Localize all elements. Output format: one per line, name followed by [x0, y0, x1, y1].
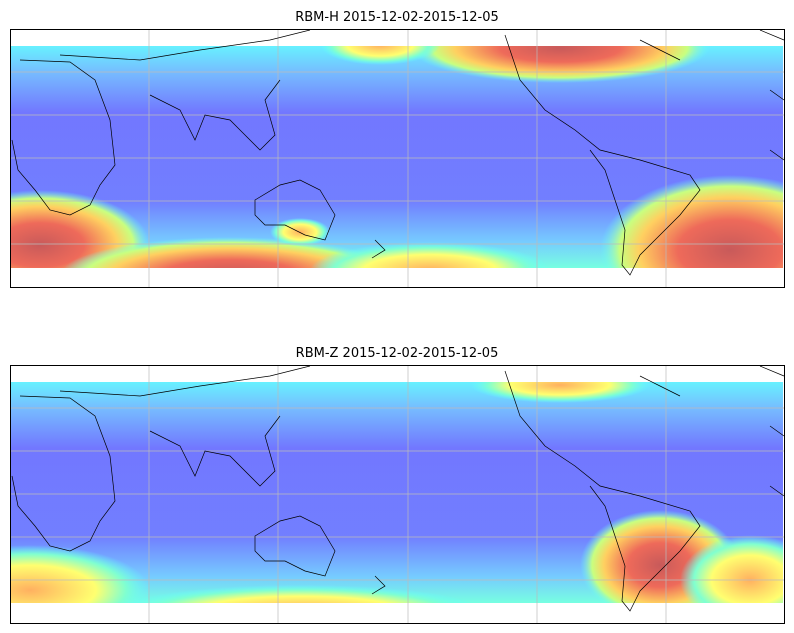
heat-field: [11, 382, 783, 603]
panel-frame: [10, 29, 785, 288]
panel-z: RBM-Z 2015-12-02-2015-12-05: [9, 346, 785, 624]
panel-title: RBM-H 2015-12-02-2015-12-05: [295, 10, 499, 25]
heat-field: [11, 46, 783, 268]
panel-h: RBM-H 2015-12-02-2015-12-05: [9, 10, 785, 288]
panel-title: RBM-Z 2015-12-02-2015-12-05: [296, 346, 499, 361]
panel-frame: [10, 365, 785, 624]
